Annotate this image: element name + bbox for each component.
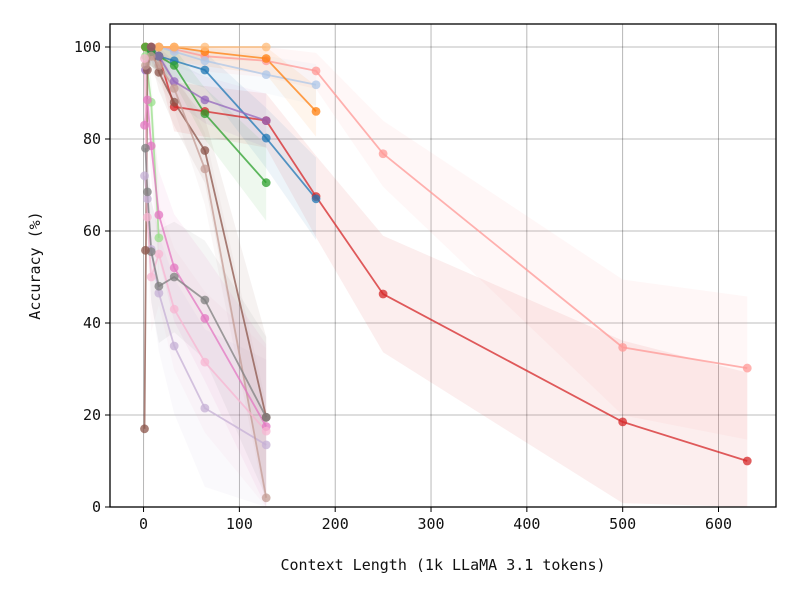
y-tick-label: 0 <box>92 498 101 516</box>
series-10-point <box>169 341 179 351</box>
series-3-point <box>261 133 271 143</box>
series-9-point <box>200 95 210 105</box>
series-2-band <box>145 47 748 440</box>
series-11-point <box>200 146 210 155</box>
series-5-point <box>261 54 271 63</box>
x-tick-label: 200 <box>322 515 349 533</box>
x-axis-label: Context Length (1k LLaMA 3.1 tokens) <box>280 556 605 574</box>
series-4-point <box>311 80 321 90</box>
y-tick-label: 60 <box>83 222 101 240</box>
series-9-point <box>169 77 179 86</box>
series-10-point <box>200 403 210 413</box>
series-6-point <box>200 42 210 52</box>
series-11-band <box>144 47 267 507</box>
series-7-point <box>200 109 210 119</box>
series-16-point <box>141 245 150 255</box>
series-4-point <box>200 56 210 66</box>
x-axis-ticks: 0 100 200 300 400 500 600 <box>139 507 732 533</box>
grid-lines <box>110 24 776 508</box>
series-5-point <box>311 107 321 116</box>
series-13-point <box>142 95 152 105</box>
series-7-band <box>145 47 267 221</box>
series-15-point <box>200 295 210 305</box>
series-13-band <box>144 76 267 507</box>
series-14-point <box>200 357 210 367</box>
series-3-point <box>311 194 321 204</box>
series-13-point <box>140 120 149 130</box>
x-tick-label: 0 <box>139 515 148 533</box>
series-10-point <box>140 171 149 181</box>
y-axis-ticks: 0 20 40 60 80 100 <box>74 38 110 516</box>
series-13-point <box>169 263 179 273</box>
series-14-point <box>154 249 164 259</box>
x-tick-label: 400 <box>513 515 540 533</box>
series-12-point <box>261 493 271 503</box>
series-15-point <box>261 412 271 422</box>
series-10-point <box>154 288 164 298</box>
series-2-point <box>311 66 321 76</box>
series-15-point <box>154 281 164 291</box>
series-3-point <box>200 65 210 75</box>
x-tick-label: 100 <box>226 515 253 533</box>
series-2-point <box>618 342 628 352</box>
series-14-point <box>261 426 271 436</box>
series-10-band <box>144 138 267 508</box>
plot-frame <box>109 23 777 508</box>
series-15-point <box>169 272 179 282</box>
series-6-point <box>261 42 271 52</box>
series-1-point <box>618 417 628 427</box>
series-13-point <box>200 314 210 323</box>
series-12-point <box>169 84 179 93</box>
series-11-point <box>140 424 149 434</box>
series-15-point <box>142 187 152 197</box>
series-7-point <box>261 178 271 188</box>
series-14-point <box>140 54 149 63</box>
series-15-band <box>145 116 267 498</box>
series-12-point <box>154 61 164 70</box>
series-11-point <box>169 97 179 107</box>
series-5-band <box>145 47 317 137</box>
series-11-point <box>154 67 164 77</box>
y-tick-label: 100 <box>74 38 101 56</box>
y-tick-label: 80 <box>83 130 101 148</box>
series-14-point <box>142 212 152 222</box>
series-12-point <box>200 164 210 174</box>
series-13-point <box>154 210 164 220</box>
series-8-point <box>154 233 164 243</box>
series-14-point <box>169 304 179 314</box>
series-9-point <box>261 116 271 125</box>
series-6-point <box>169 42 179 52</box>
x-tick-label: 300 <box>417 515 444 533</box>
y-axis-label: Accuracy (%) <box>26 211 44 319</box>
x-tick-label: 600 <box>705 515 732 533</box>
y-tick-label: 20 <box>83 406 101 424</box>
series-1-point <box>742 456 752 466</box>
series-12-point <box>141 61 150 70</box>
series-15-point <box>141 143 150 153</box>
series-14-band <box>144 47 267 507</box>
series-12-point <box>146 51 156 61</box>
series-10-point <box>261 440 271 450</box>
y-tick-label: 40 <box>83 314 101 332</box>
series-10-point <box>142 194 152 204</box>
series-9-point <box>154 51 164 61</box>
series-1-point <box>378 289 388 299</box>
data-points <box>140 42 752 503</box>
series-12-band <box>145 47 267 507</box>
confidence-bands <box>144 47 748 508</box>
series-6-point <box>154 42 164 52</box>
series-7-point <box>169 61 179 70</box>
x-tick-label: 500 <box>609 515 636 533</box>
series-14-point <box>146 272 156 282</box>
series-11-point <box>146 42 156 52</box>
series-2-point <box>378 149 388 159</box>
series-1-band <box>145 47 748 507</box>
series-4-point <box>261 70 271 79</box>
series-2-point <box>742 363 752 373</box>
